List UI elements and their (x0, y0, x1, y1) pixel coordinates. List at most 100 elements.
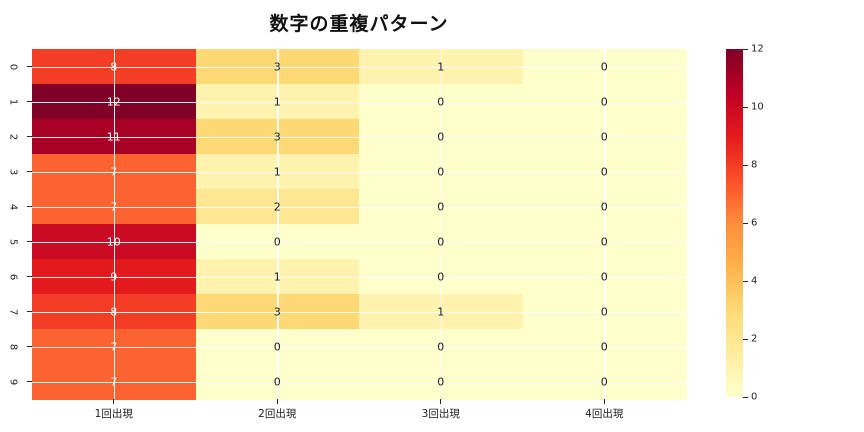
y-tick-label: 2 (7, 133, 19, 140)
cell-value-label: 11 (106, 130, 121, 143)
y-tick-mark (27, 311, 32, 312)
gridline-vertical (440, 49, 443, 399)
y-tick-label: 9 (7, 378, 19, 385)
gridline-vertical (604, 49, 606, 399)
cell-value-label: 0 (273, 375, 281, 388)
colorbar-tick-label: 12 (751, 43, 764, 55)
y-tick-mark (27, 136, 32, 137)
colorbar-tick-mark (743, 48, 748, 50)
y-tick-label: 1 (7, 98, 19, 105)
cell-value-label: 0 (437, 375, 445, 388)
y-tick-label: 5 (7, 238, 19, 245)
colorbar (726, 49, 743, 397)
cell-value-label: 7 (110, 200, 118, 213)
colorbar-tick-label: 10 (751, 101, 764, 113)
x-tick-label: 3回出現 (421, 408, 460, 420)
gridline-horizontal (32, 381, 686, 383)
gridline-horizontal (32, 276, 686, 278)
cell-value-label: 8 (110, 305, 118, 318)
y-tick-label: 8 (7, 343, 19, 350)
gridline-vertical (277, 49, 279, 399)
gridline-horizontal (32, 241, 686, 243)
cell-value-label: 2 (273, 200, 281, 213)
colorbar-tick-label: 2 (751, 333, 758, 345)
cell-value-label: 12 (106, 95, 121, 108)
colorbar-tick-label: 6 (751, 217, 758, 229)
cell-value-label: 0 (600, 305, 608, 318)
colorbar-tick-mark (743, 106, 748, 108)
cell-value-label: 8 (110, 60, 118, 73)
cell-value-label: 7 (110, 165, 118, 178)
gridline-horizontal (32, 136, 686, 138)
y-tick-mark (27, 171, 32, 172)
cell-value-label: 3 (273, 130, 281, 143)
y-tick-mark (27, 206, 32, 207)
y-tick-label: 4 (7, 203, 19, 210)
cell-value-label: 1 (437, 60, 445, 73)
cell-value-label: 0 (600, 235, 608, 248)
cell-value-label: 0 (437, 200, 445, 213)
colorbar-tick-label: 4 (751, 275, 758, 287)
cell-value-label: 0 (273, 340, 281, 353)
cell-value-label: 3 (273, 305, 281, 318)
x-tick-label: 4回出現 (585, 408, 624, 420)
x-tick-label: 1回出現 (94, 408, 133, 420)
heatmap-plot-area: 8 3 1 0 12 1 0 0 11 3 0 0 7 1 0 0 7 2 0 0 10 0 0 0 9 1 0 0 8 3 1 0 7 0 0 0 7… (32, 49, 687, 400)
y-tick-label: 6 (7, 273, 19, 280)
cell-value-label: 0 (437, 340, 445, 353)
y-tick-mark (27, 66, 32, 67)
cell-value-label: 0 (437, 235, 445, 248)
cell-value-label: 0 (437, 270, 445, 283)
cell-value-label: 0 (437, 95, 445, 108)
cell-value-label: 0 (273, 235, 281, 248)
cell-value-label: 7 (110, 375, 118, 388)
colorbar-tick-mark (743, 396, 748, 398)
cell-value-label: 0 (600, 95, 608, 108)
cell-value-label: 9 (110, 270, 118, 283)
x-tick-mark (113, 399, 115, 404)
cell-value-label: 0 (437, 165, 445, 178)
y-tick-mark (27, 276, 32, 277)
colorbar-tick-mark (743, 222, 748, 224)
y-tick-label: 7 (7, 308, 19, 315)
y-tick-label: 0 (7, 63, 19, 70)
colorbar-tick-mark (743, 280, 748, 282)
cell-value-label: 1 (273, 95, 281, 108)
cell-value-label: 0 (600, 60, 608, 73)
cell-value-label: 1 (273, 165, 281, 178)
x-tick-mark (440, 399, 442, 404)
cell-value-label: 1 (273, 270, 281, 283)
cell-value-label: 7 (110, 340, 118, 353)
colorbar-tick-mark (743, 164, 748, 166)
chart-title: 数字の重複パターン (269, 13, 449, 35)
y-tick-mark (27, 101, 32, 102)
cell-value-label: 0 (600, 130, 608, 143)
colorbar-tick-label: 8 (751, 159, 758, 171)
cell-value-label: 3 (273, 60, 281, 73)
x-tick-label: 2回出現 (258, 408, 297, 420)
gridline-horizontal (32, 346, 686, 348)
y-tick-mark (27, 381, 32, 382)
x-tick-mark (603, 399, 605, 404)
cell-value-label: 10 (106, 235, 121, 248)
gridline-horizontal (32, 171, 686, 173)
cell-value-label: 0 (600, 375, 608, 388)
y-tick-mark (27, 241, 32, 242)
gridline-vertical (113, 49, 116, 399)
colorbar-tick-label: 0 (751, 391, 758, 403)
y-tick-label: 3 (7, 168, 19, 175)
gridline-horizontal (32, 311, 686, 313)
cell-value-label: 0 (437, 130, 445, 143)
cell-value-label: 0 (600, 200, 608, 213)
gridline-horizontal (32, 101, 686, 103)
cell-value-label: 0 (600, 340, 608, 353)
gridline-horizontal (32, 206, 686, 208)
colorbar-tick-mark (743, 338, 748, 340)
gridline-horizontal (32, 66, 686, 68)
cell-value-label: 0 (600, 270, 608, 283)
x-tick-mark (276, 399, 278, 404)
y-tick-mark (27, 346, 32, 347)
cell-value-label: 0 (600, 165, 608, 178)
cell-value-label: 1 (437, 305, 445, 318)
